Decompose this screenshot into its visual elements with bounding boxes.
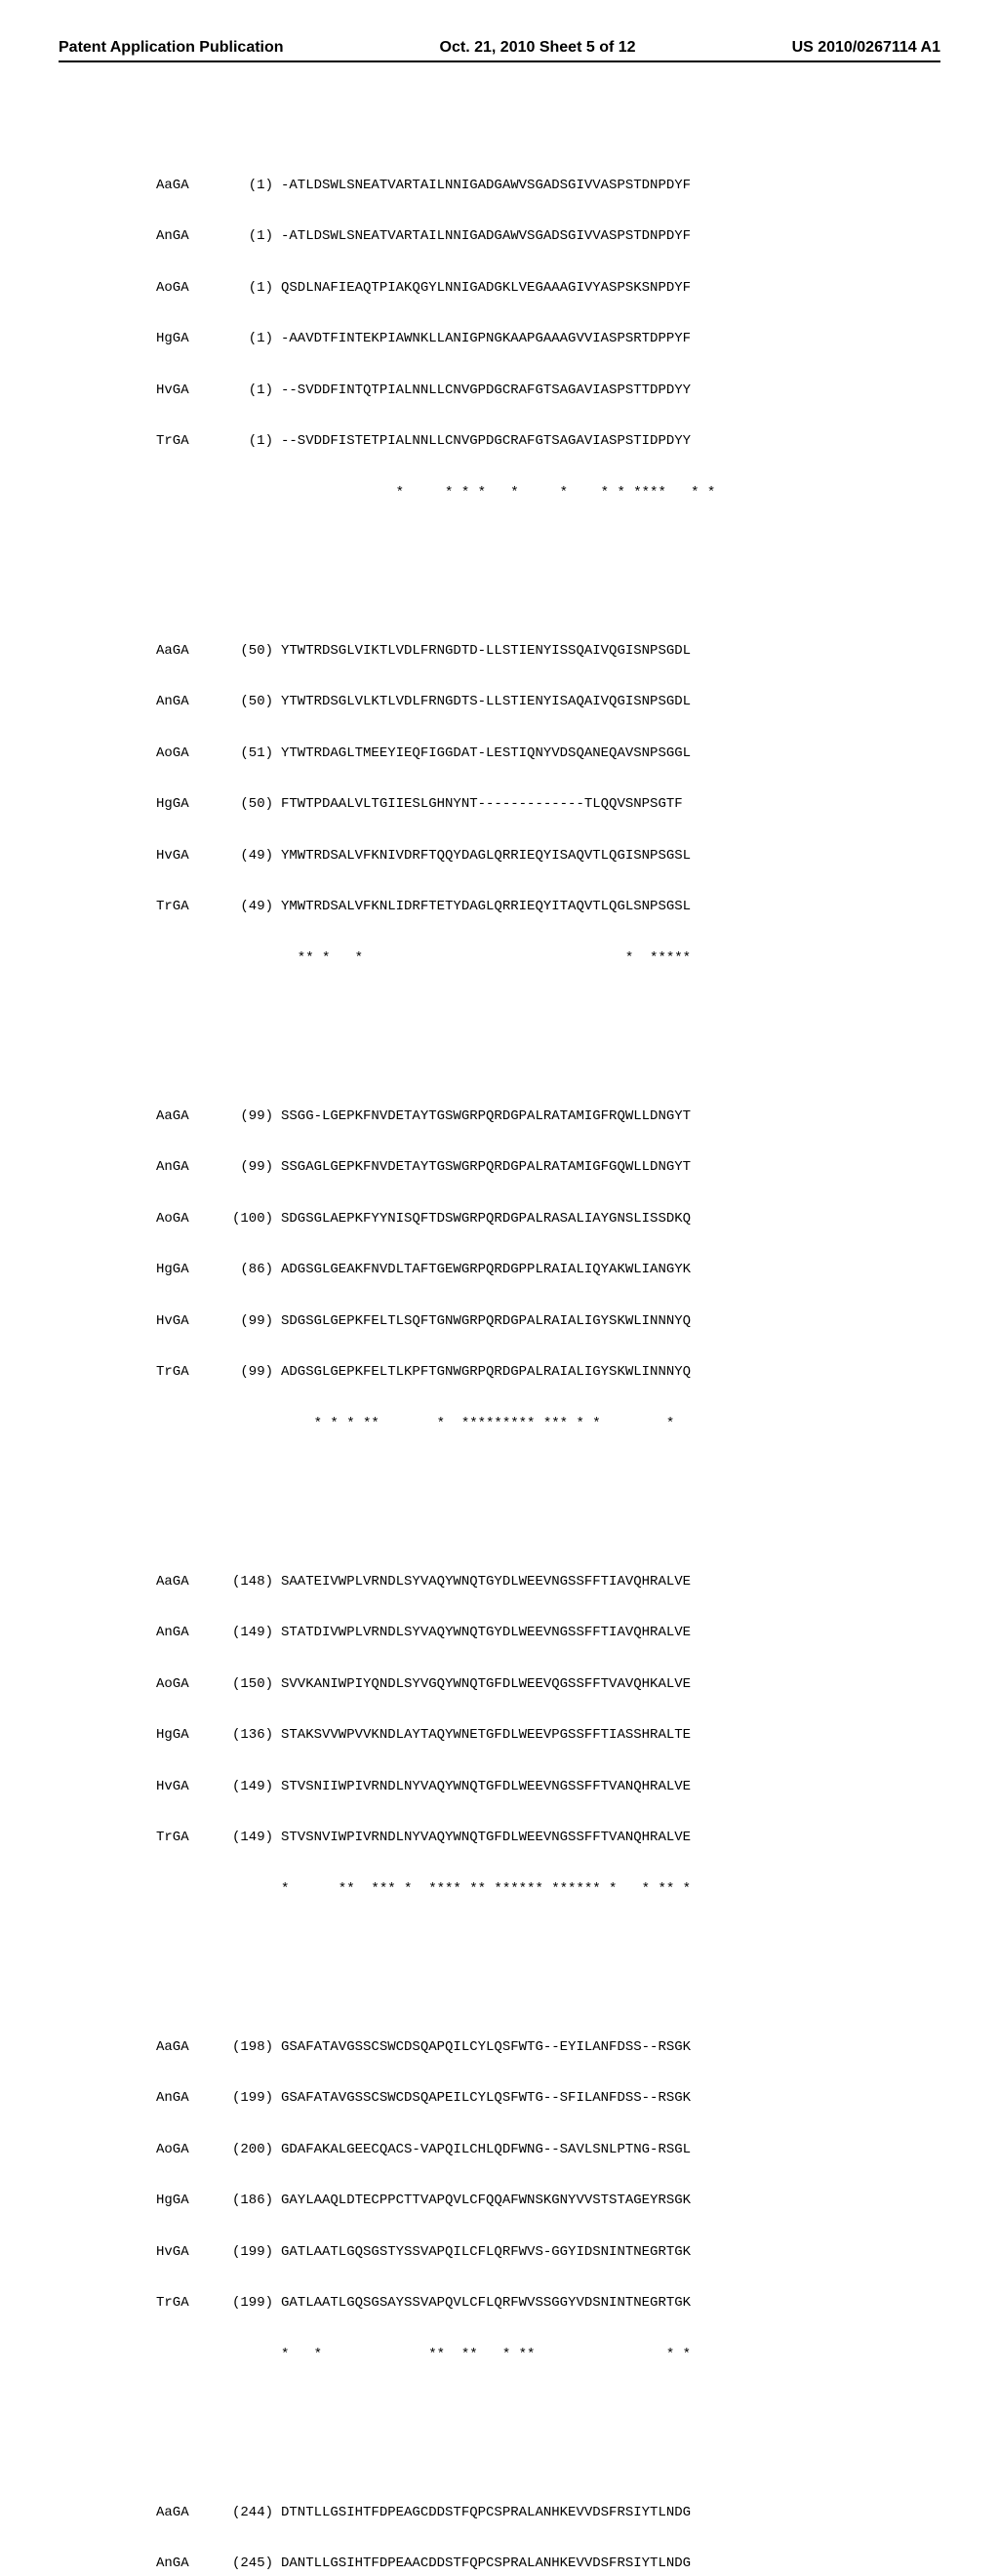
sequence-alignment: AaGA(1)-ATLDSWLSNEATVARTAILNNIGADGAWVSGA… <box>156 92 940 2576</box>
page: Patent Application Publication Oct. 21, … <box>0 0 999 2576</box>
alignment-block: AaGA(198)GSAFATAVGSSCSWCDSQAPQILCYLQSFWT… <box>156 2005 940 2398</box>
header-right: US 2010/0267114 A1 <box>792 39 940 57</box>
header-left: Patent Application Publication <box>59 39 284 57</box>
alignment-block: AaGA(99)SSGG-LGEPKFNVDETAYTGSWGRPQRDGPAL… <box>156 1074 940 1468</box>
alignment-block: AaGA(50)YTWTRDSGLVIKTLVDLFRNGDTD-LLSTIEN… <box>156 609 940 1002</box>
alignment-block: AaGA(148)SAATEIVWPLVRNDLSYVAQYWNQTGYDLWE… <box>156 1540 940 1933</box>
page-header: Patent Application Publication Oct. 21, … <box>59 39 940 62</box>
alignment-block: AaGA(1)-ATLDSWLSNEATVARTAILNNIGADGAWVSGA… <box>156 143 940 537</box>
header-center: Oct. 21, 2010 Sheet 5 of 12 <box>440 39 636 57</box>
alignment-block: AaGA(244)DTNTLLGSIHTFDPEAGCDDSTFQPCSPRAL… <box>156 2471 940 2576</box>
